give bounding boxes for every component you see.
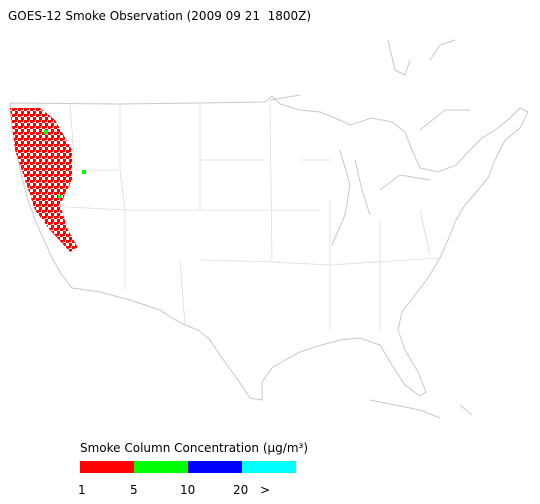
legend-title: Smoke Column Concentration (μg/m³): [80, 441, 308, 455]
legend-tick-label: 10: [180, 483, 195, 497]
color-bin: [242, 461, 296, 473]
title: GOES-12 Smoke Observation (2009 09 21 18…: [8, 9, 311, 23]
smoke-pixels: [10, 108, 86, 252]
basemap: [9, 39, 529, 419]
legend: Smoke Column Concentration (μg/m³) 1 5 10 2…: [78, 441, 308, 497]
color-bin: [134, 461, 188, 473]
legend-tick-label: 1: [78, 483, 86, 497]
legend-tick-label: 20: [233, 483, 248, 497]
color-bin: [188, 461, 242, 473]
legend-tick-label: 5: [130, 483, 138, 497]
legend-tick-label: >: [260, 483, 270, 497]
color-bin: [80, 461, 134, 473]
